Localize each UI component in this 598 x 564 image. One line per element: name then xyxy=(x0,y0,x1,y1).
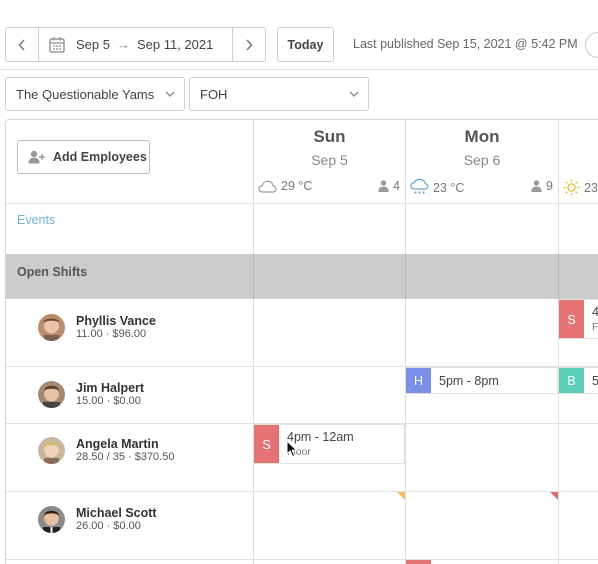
day-name: Sun xyxy=(313,127,346,146)
last-published-text: Last published Sep 15, 2021 @ 5:42 PM xyxy=(353,37,578,51)
location-select-value: The Questionable Yams xyxy=(16,86,155,102)
chevron-down-icon xyxy=(165,91,175,97)
mouse-cursor-icon xyxy=(286,440,298,458)
range-end: Sep 11, 2021 xyxy=(136,37,214,52)
column-divider xyxy=(253,254,254,299)
employee-row-angela[interactable]: Angela Martin 28.50 / 35 · $370.50 xyxy=(38,437,174,464)
date-range-picker[interactable]: Sep 5 → Sep 11, 2021 xyxy=(39,28,213,61)
next-week-button[interactable] xyxy=(232,28,265,61)
row-divider xyxy=(6,366,598,367)
open-shifts-row xyxy=(6,254,598,299)
today-button[interactable]: Today xyxy=(277,27,334,62)
row-divider xyxy=(6,559,598,560)
location-select[interactable]: The Questionable Yams xyxy=(5,77,185,111)
person-icon xyxy=(378,180,389,192)
shift-time: 4pm - 12am xyxy=(287,430,354,444)
rain-icon xyxy=(410,179,429,196)
employee-hours-cost: 15.00 · $0.00 xyxy=(76,395,141,407)
calendar-icon xyxy=(49,36,65,53)
avatar xyxy=(38,437,65,464)
avatar xyxy=(38,506,65,533)
shift-card-angela-sun[interactable]: S 4pm - 12am Floor xyxy=(254,424,405,464)
chevron-left-icon xyxy=(18,38,25,51)
employee-hours-cost: 26.00 · $0.00 xyxy=(76,520,141,532)
open-shifts-label: Open Shifts xyxy=(17,265,88,279)
department-select-value: FOH xyxy=(200,86,228,102)
shift-card-partial[interactable] xyxy=(406,560,431,564)
sun-icon xyxy=(563,179,580,196)
add-user-icon xyxy=(28,150,45,164)
schedule-grid: Add Employees Sun Sep 5 29 °C 4 Mon Sep … xyxy=(5,119,598,564)
count-value: 9 xyxy=(546,179,553,193)
employee-name: Michael Scott xyxy=(76,506,157,520)
role-tag: S xyxy=(254,425,279,463)
day-header-sun: Sun Sep 5 29 °C 4 xyxy=(254,120,405,204)
previous-week-button[interactable] xyxy=(6,28,39,61)
column-divider xyxy=(558,254,559,299)
events-link[interactable]: Events xyxy=(17,213,56,227)
avatar xyxy=(38,381,65,408)
weather-forecast: 29 °C xyxy=(258,179,312,193)
add-employees-label: Add Employees xyxy=(53,150,147,164)
shift-time: 4 xyxy=(592,305,598,319)
shift-card-phyllis-tue[interactable]: S 4 Fl xyxy=(559,299,598,339)
employee-name: Angela Martin xyxy=(76,437,159,451)
role-tag: H xyxy=(406,368,431,393)
row-divider xyxy=(6,423,598,424)
availability-flag-icon xyxy=(397,492,405,500)
shift-time: 5pm - 8pm xyxy=(439,373,499,388)
day-header-tue: 23 xyxy=(559,120,598,204)
day-date: Sep 6 xyxy=(463,152,501,168)
temperature: 29 °C xyxy=(281,179,313,193)
temperature: 23 °C xyxy=(433,180,465,195)
employee-hours-cost: 28.50 / 35 · $370.50 xyxy=(76,451,175,463)
role-tag: S xyxy=(559,300,584,338)
shift-time: 5 xyxy=(592,374,598,388)
weather-forecast: 23 xyxy=(563,179,598,196)
arrow-right-icon: → xyxy=(116,37,130,52)
column-divider xyxy=(253,120,254,564)
day-header-mon: Mon Sep 6 23 °C 9 xyxy=(406,120,558,204)
toolbar-divider xyxy=(0,69,598,70)
weather-forecast: 23 °C xyxy=(410,179,464,196)
employee-row-jim[interactable]: Jim Halpert 15.00 · $0.00 xyxy=(38,381,144,408)
employee-name: Phyllis Vance xyxy=(76,314,156,328)
scheduled-count: 4 xyxy=(378,179,400,193)
department-select[interactable]: FOH xyxy=(189,77,369,111)
chevron-down-icon xyxy=(349,91,359,97)
shift-card-jim-mon[interactable]: H 5pm - 8pm xyxy=(406,367,558,394)
chevron-right-icon xyxy=(246,38,253,51)
avatar xyxy=(38,314,65,341)
add-employees-button[interactable]: Add Employees xyxy=(17,140,150,174)
scheduled-count: 9 xyxy=(531,179,553,193)
shift-position: Fl xyxy=(592,321,598,333)
employee-name: Jim Halpert xyxy=(76,381,145,395)
date-range-navigator: Sep 5 → Sep 11, 2021 xyxy=(5,27,266,62)
day-name: Mon xyxy=(464,127,500,146)
row-divider xyxy=(6,203,598,204)
range-start: Sep 5 xyxy=(76,37,110,52)
row-divider xyxy=(6,491,598,492)
conflict-flag-icon xyxy=(550,492,558,500)
column-divider xyxy=(405,254,406,299)
cloud-icon xyxy=(258,180,277,193)
employee-hours-cost: 11.00 · $96.00 xyxy=(76,328,147,340)
publish-toggle[interactable] xyxy=(585,32,598,58)
temperature: 23 xyxy=(584,180,598,195)
day-date: Sep 5 xyxy=(311,152,348,168)
shift-card-jim-tue[interactable]: B 5 xyxy=(559,367,598,394)
role-tag: B xyxy=(559,368,584,393)
column-divider xyxy=(405,120,406,564)
employee-row-phyllis[interactable]: Phyllis Vance 11.00 · $96.00 xyxy=(38,314,156,341)
person-icon xyxy=(531,180,542,192)
column-divider xyxy=(558,120,559,564)
employee-row-michael[interactable]: Michael Scott 26.00 · $0.00 xyxy=(38,506,157,533)
count-value: 4 xyxy=(393,179,400,193)
